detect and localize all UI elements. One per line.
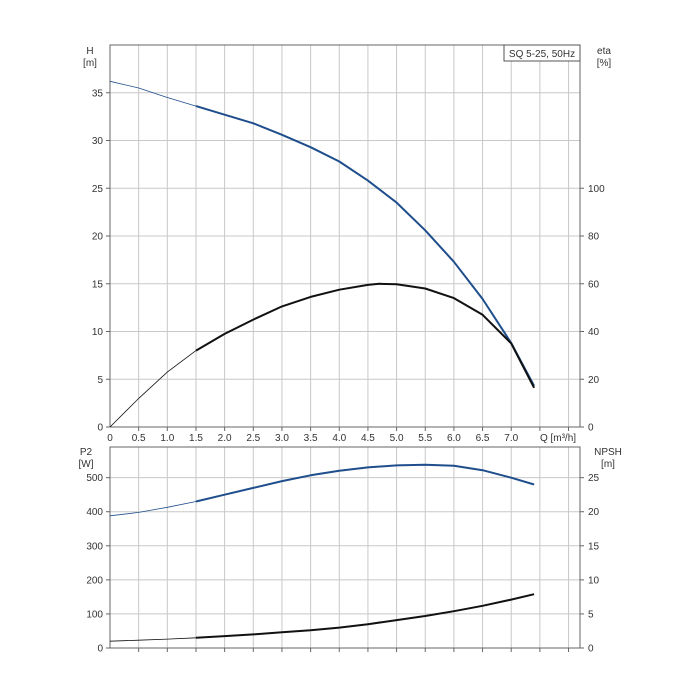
x-tick-label: 4.5 <box>361 433 375 444</box>
series-line <box>195 463 535 503</box>
y-right-tick-label: 60 <box>588 279 600 290</box>
y-left-tick-label: 300 <box>86 541 103 552</box>
y-right-tick-label: 40 <box>588 327 600 338</box>
series-line <box>195 105 535 387</box>
legend-box-frame <box>503 44 581 62</box>
upper-y-right-label-line1: eta <box>597 46 611 57</box>
lower-chart-grid <box>110 447 580 648</box>
series-line-thin <box>109 80 197 107</box>
y-right-tick-label: 15 <box>588 541 600 552</box>
upper-chart-series <box>109 80 535 428</box>
lower-y-right-label-line2: [m] <box>601 459 615 470</box>
x-tick-label: 7.0 <box>504 433 518 444</box>
y-right-tick-label: 25 <box>588 473 600 484</box>
y-right-tick-label: 0 <box>588 423 594 434</box>
y-left-tick-label: 20 <box>92 232 104 243</box>
x-tick-label: 5.0 <box>390 433 404 444</box>
series-line-thin <box>109 637 197 642</box>
lower-chart-ticks: 0 100 200 300 400 500 0 5 10 15 20 25 <box>86 473 599 654</box>
series-line <box>195 282 535 389</box>
lower-y-left-label-line2: [W] <box>79 459 94 470</box>
lower-chart-frame <box>109 446 581 649</box>
y-left-tick-label: 5 <box>97 375 103 386</box>
y-left-tick-label: 0 <box>97 423 103 434</box>
lower-y-left-label-line1: P2 <box>80 447 93 458</box>
x-tick-label: 5.5 <box>418 433 432 444</box>
y-left-tick-label: 200 <box>86 575 103 586</box>
y-right-tick-label: 10 <box>588 575 600 586</box>
x-axis-label: Q [m³/h] <box>540 433 576 444</box>
series-line-thin <box>109 350 197 428</box>
y-left-tick-label: 100 <box>86 609 103 620</box>
x-tick-label: 6.5 <box>476 433 490 444</box>
y-right-tick-label: 80 <box>588 232 600 243</box>
upper-chart-ticks: 0 5 10 15 20 25 30 35 0 20 40 60 80 100 0 0.5 1.0 1.5 2.0 2… <box>92 88 605 444</box>
y-left-tick-label: 15 <box>92 279 104 290</box>
upper-y-left-label-line1: H <box>86 46 93 57</box>
lower-chart-series <box>109 463 535 642</box>
y-right-tick-label: 0 <box>588 644 594 655</box>
upper-y-left-label-line2: [m] <box>83 58 97 69</box>
x-tick-label: 3.5 <box>304 433 318 444</box>
y-right-tick-label: 100 <box>588 184 605 195</box>
x-tick-label: 0.5 <box>132 433 146 444</box>
upper-chart-grid <box>110 45 580 427</box>
x-tick-label: 2.0 <box>218 433 232 444</box>
lower-y-right-label-line1: NPSH <box>594 447 622 458</box>
x-tick-label: 1.0 <box>160 433 174 444</box>
x-tick-label: 2.5 <box>246 433 260 444</box>
x-tick-label: 6.0 <box>447 433 461 444</box>
y-left-tick-label: 0 <box>97 644 103 655</box>
upper-y-right-label-line2: [%] <box>597 58 612 69</box>
y-right-tick-label: 20 <box>588 375 600 386</box>
x-tick-label: 0 <box>107 433 113 444</box>
y-right-tick-label: 5 <box>588 609 594 620</box>
x-tick-label: 3.0 <box>275 433 289 444</box>
y-left-tick-label: 500 <box>86 473 103 484</box>
series-line-thin <box>109 501 197 517</box>
series-line <box>195 593 535 639</box>
y-right-tick-label: 20 <box>588 507 600 518</box>
y-left-tick-label: 10 <box>92 327 104 338</box>
x-tick-label: 4.0 <box>332 433 346 444</box>
legend-box-text: SQ 5-25, 50Hz <box>509 49 575 60</box>
y-left-tick-label: 400 <box>86 507 103 518</box>
y-left-tick-label: 35 <box>92 88 104 99</box>
y-left-tick-label: 25 <box>92 184 104 195</box>
x-tick-label: 1.5 <box>189 433 203 444</box>
y-left-tick-label: 30 <box>92 136 104 147</box>
